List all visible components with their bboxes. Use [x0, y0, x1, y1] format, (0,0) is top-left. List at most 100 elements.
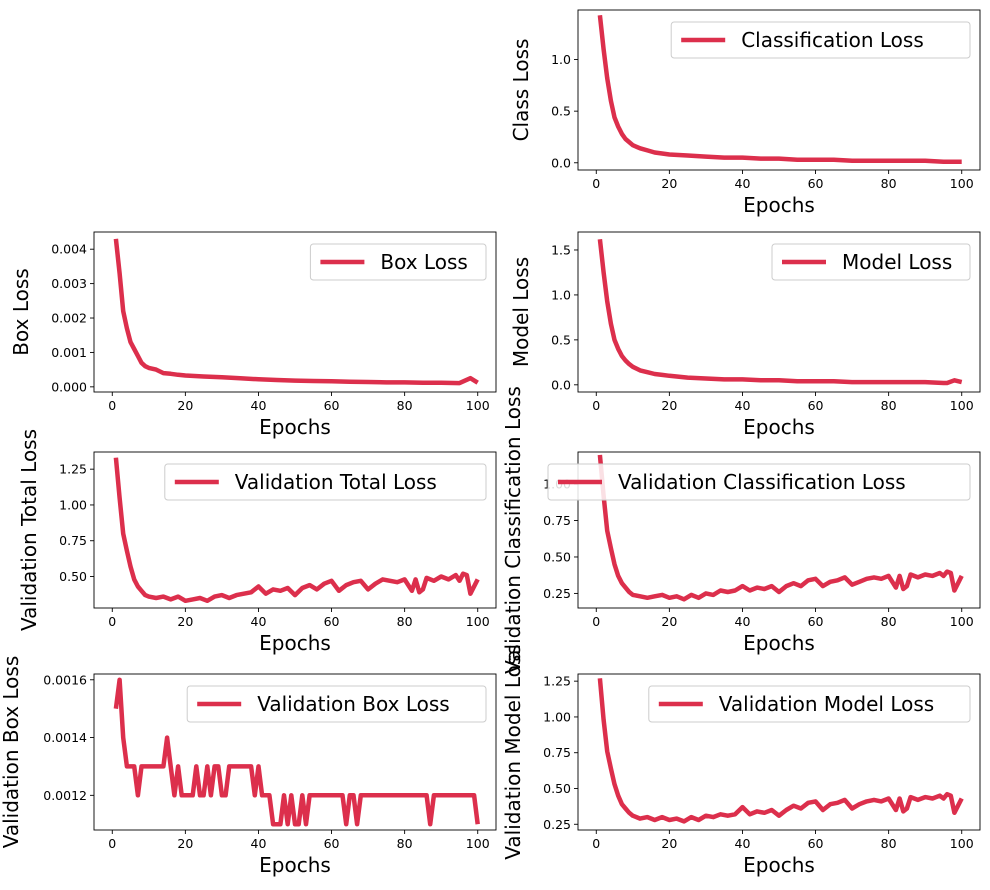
x-tick-label: 0 — [592, 614, 600, 629]
legend-label: Model Loss — [842, 250, 952, 274]
y-tick-label: 0.75 — [543, 513, 571, 528]
y-axis-label: Class Loss — [509, 39, 533, 142]
x-axis-label: Epochs — [743, 853, 815, 877]
x-tick-label: 0 — [108, 398, 116, 413]
x-tick-label: 60 — [324, 836, 340, 851]
subplot-classification: 0 20 40 60 80 100 0.0 0.5 1.0 Epochs Class Loss Cla… — [509, 9, 981, 217]
x-axis-label: Epochs — [259, 415, 331, 439]
x-tick-label: 60 — [324, 398, 340, 413]
x-tick-label: 80 — [881, 836, 897, 851]
x-tick-label: 100 — [466, 836, 490, 851]
y-tick-label: 0.50 — [543, 781, 571, 796]
y-tick-label: 0.50 — [543, 549, 571, 564]
x-tick-label: 40 — [735, 836, 751, 851]
series-line-val_total-0 — [113, 457, 480, 604]
legend-label: Validation Classification Loss — [618, 470, 906, 494]
x-tick-label: 60 — [808, 836, 824, 851]
x-tick-label: 0 — [108, 614, 116, 629]
subplot-box: 0 20 40 60 80 100 0.000 0.001 0.002 0.003 0.004 Epo… — [9, 231, 497, 439]
y-axis-label: Box Loss — [9, 268, 33, 355]
axes-frame — [577, 673, 981, 831]
y-tick-label: 0.004 — [51, 242, 87, 257]
y-tick-label: 0.002 — [51, 311, 87, 326]
y-tick-label: 0.001 — [51, 345, 87, 360]
x-tick-label: 80 — [397, 836, 413, 851]
x-tick-label: 80 — [397, 614, 413, 629]
x-tick-label: 40 — [735, 398, 751, 413]
y-tick-label: 0.003 — [51, 276, 87, 291]
x-axis-label: Epochs — [259, 631, 331, 655]
x-tick-label: 80 — [881, 614, 897, 629]
subplot-val_model: 0 20 40 60 80 100 0.25 0.50 0.75 1.00 1.25 Epochs Va… — [501, 644, 981, 877]
axes-frame — [93, 451, 497, 609]
x-tick-label: 80 — [881, 398, 897, 413]
series-line-val_model-0 — [597, 678, 964, 824]
x-tick-label: 40 — [735, 614, 751, 629]
x-tick-label: 20 — [177, 398, 193, 413]
x-tick-label: 80 — [397, 398, 413, 413]
y-tick-label: 1.0 — [551, 52, 571, 67]
x-tick-label: 0 — [592, 176, 600, 191]
x-tick-label: 100 — [950, 836, 974, 851]
x-tick-label: 100 — [950, 398, 974, 413]
y-axis-label: Validation Box Loss — [0, 656, 23, 849]
x-tick-label: 20 — [661, 176, 677, 191]
x-tick-label: 0 — [592, 398, 600, 413]
x-axis-label: Epochs — [743, 631, 815, 655]
axes-frame — [577, 451, 981, 609]
x-tick-label: 100 — [466, 614, 490, 629]
x-tick-label: 60 — [324, 614, 340, 629]
y-tick-label: 0.25 — [543, 817, 571, 832]
legend: Classification Loss — [670, 21, 971, 59]
x-tick-label: 100 — [950, 176, 974, 191]
y-tick-label: 0.75 — [543, 745, 571, 760]
y-tick-label: 0.0 — [551, 377, 571, 392]
y-tick-label: 1.5 — [551, 242, 571, 257]
y-tick-label: 0.75 — [59, 533, 87, 548]
axes-frame — [93, 231, 497, 393]
series-line-val_class-0 — [597, 454, 964, 602]
y-tick-label: 0.5 — [551, 104, 571, 119]
axes-frame — [577, 231, 981, 393]
x-tick-label: 0 — [108, 836, 116, 851]
panels-group: 0 20 40 60 80 100 0.0 0.5 1.0 Epochs Class Loss Cla… — [0, 9, 981, 877]
y-tick-label: 0.5 — [551, 332, 571, 347]
subplot-val_box: 0 20 40 60 80 100 0.0012 0.0014 0.0016 Epochs Vali… — [0, 656, 497, 877]
x-tick-label: 20 — [661, 398, 677, 413]
legend-label: Validation Total Loss — [235, 470, 437, 494]
legend-box — [771, 243, 971, 281]
y-tick-label: 0.25 — [543, 586, 571, 601]
x-tick-label: 60 — [808, 398, 824, 413]
x-tick-label: 40 — [251, 614, 267, 629]
subplot-val_total: 0 20 40 60 80 100 0.50 0.75 1.00 1.25 Epochs Valida… — [17, 429, 497, 655]
y-axis-label: Validation Total Loss — [17, 429, 41, 631]
series-line-box-0 — [113, 238, 479, 386]
y-axis-label: Validation Model Loss — [501, 644, 525, 859]
legend: Validation Model Loss — [648, 685, 971, 723]
y-tick-label: 0.0012 — [43, 788, 87, 803]
series-line-val_box-0 — [113, 677, 480, 827]
series-line-classification-0 — [597, 14, 962, 164]
subplot-val_class: 0204060801000.250.500.751.00EpochsValida… — [501, 386, 981, 674]
x-tick-label: 60 — [808, 176, 824, 191]
y-tick-label: 1.25 — [59, 462, 87, 477]
x-tick-label: 0 — [592, 836, 600, 851]
y-tick-label: 0.000 — [51, 379, 87, 394]
legend-label: Validation Box Loss — [257, 692, 450, 716]
y-tick-label: 0.0014 — [43, 730, 87, 745]
legend-label: Box Loss — [380, 250, 467, 274]
legend-box — [164, 463, 487, 501]
legend: Model Loss — [771, 243, 971, 281]
legend: Validation Total Loss — [164, 463, 487, 501]
x-tick-label: 100 — [466, 398, 490, 413]
y-axis-label: Model Loss — [509, 257, 533, 367]
x-tick-label: 60 — [808, 614, 824, 629]
x-tick-label: 20 — [661, 836, 677, 851]
x-tick-label: 40 — [735, 176, 751, 191]
x-axis-label: Epochs — [743, 193, 815, 217]
legend-box — [186, 685, 487, 723]
y-tick-label: 1.00 — [543, 709, 571, 724]
x-tick-label: 40 — [251, 836, 267, 851]
y-tick-label: 1.00 — [59, 497, 87, 512]
